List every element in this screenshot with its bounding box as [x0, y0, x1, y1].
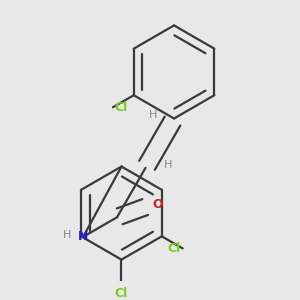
Text: H: H: [164, 160, 172, 170]
Text: Cl: Cl: [114, 101, 128, 114]
Text: N: N: [78, 230, 88, 243]
Text: O: O: [152, 198, 163, 211]
Text: H: H: [149, 110, 158, 121]
Text: Cl: Cl: [115, 286, 128, 300]
Text: H: H: [62, 230, 71, 240]
Text: Cl: Cl: [168, 242, 181, 255]
